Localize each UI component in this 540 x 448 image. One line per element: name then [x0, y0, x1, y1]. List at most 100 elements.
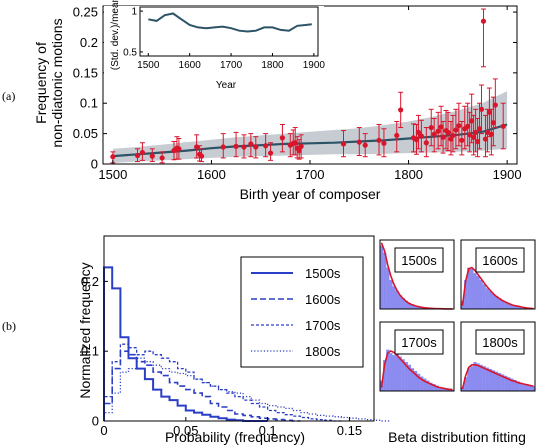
- point-marker: [248, 141, 254, 147]
- inset-x-tick-label: 1500: [137, 60, 160, 71]
- point-marker: [159, 155, 165, 161]
- data-point: [149, 148, 155, 163]
- beta-bar: [510, 304, 514, 309]
- data-point: [362, 133, 368, 158]
- histogram-y-tick-label: 0: [92, 414, 99, 429]
- beta-label-1700s: 1700s: [401, 335, 437, 350]
- beta-bar: [401, 359, 405, 391]
- beta-bar: [467, 368, 471, 391]
- data-point: [159, 151, 165, 164]
- histogram-y-tick-label: 0.2: [81, 274, 99, 289]
- point-marker: [440, 134, 446, 140]
- data-point: [340, 130, 347, 158]
- beta-bar: [380, 245, 384, 309]
- histogram-y-label: Normalized frequency: [77, 262, 93, 398]
- beta-bar: [417, 373, 421, 391]
- point-marker: [296, 148, 302, 154]
- histogram-x-tick-label: 0: [100, 423, 107, 438]
- point-marker: [194, 144, 200, 150]
- point-marker: [453, 127, 459, 133]
- beta-bar: [516, 381, 520, 391]
- beta-bar: [395, 290, 399, 309]
- inset-y-ticks: 0.51: [123, 7, 143, 58]
- inset-x-tick-label: 1900: [303, 60, 326, 71]
- beta-bar: [519, 306, 523, 309]
- data-point: [253, 136, 259, 159]
- data-point: [450, 114, 456, 153]
- beta-bar: [485, 367, 489, 391]
- beta-bar: [389, 353, 393, 391]
- x-tick-label: 1700: [296, 167, 325, 182]
- beta-panel-frame: [379, 239, 455, 310]
- y-tick-label: 0.25: [73, 5, 98, 20]
- data-point: [198, 148, 205, 163]
- beta-label-1800s: 1800s: [482, 335, 518, 350]
- histogram-1700s: [103, 343, 342, 422]
- point-marker: [279, 135, 285, 141]
- point-marker: [267, 150, 274, 156]
- point-marker: [263, 143, 269, 149]
- beta-label-box: [394, 247, 444, 273]
- x-tick-label: 1800: [394, 167, 423, 182]
- point-marker: [450, 132, 456, 139]
- beta-bar: [470, 366, 474, 391]
- histogram-y-tick-label: 0.1: [81, 344, 99, 359]
- data-point: [279, 124, 285, 153]
- data-point: [287, 133, 293, 158]
- data-point: [394, 120, 400, 153]
- beta-bar: [482, 284, 486, 309]
- beta-bar: [470, 268, 474, 309]
- point-marker: [233, 143, 239, 149]
- data-point: [438, 105, 444, 147]
- data-point: [220, 133, 226, 159]
- beta-bar: [479, 364, 483, 391]
- beta-bar: [482, 366, 486, 391]
- point-marker: [376, 137, 382, 143]
- point-marker: [423, 140, 429, 146]
- legend-box: [240, 256, 364, 368]
- point-marker: [149, 153, 155, 159]
- data-point: [486, 87, 492, 138]
- data-point: [413, 124, 420, 155]
- point-marker: [456, 123, 462, 129]
- point-marker: [134, 152, 141, 159]
- data-point: [134, 148, 141, 163]
- y-tick-label: 0.15: [73, 65, 98, 80]
- data-points: [110, 8, 506, 164]
- point-marker: [381, 140, 387, 146]
- beta-bar: [501, 374, 505, 391]
- point-marker: [220, 144, 226, 150]
- point-marker: [431, 131, 437, 137]
- beta-bar: [519, 382, 523, 391]
- beta-label-box: [475, 329, 525, 355]
- histogram-x-tick-label: 0.1: [259, 423, 277, 438]
- data-point: [467, 111, 473, 153]
- beta-bar: [441, 387, 445, 391]
- beta-bar: [504, 375, 508, 391]
- data-point: [298, 134, 304, 159]
- y-tick-label: 0.1: [80, 96, 98, 111]
- point-marker: [490, 120, 496, 126]
- beta-bar: [450, 389, 455, 391]
- inset-frame: [139, 6, 319, 57]
- confidence-band-area: [112, 91, 508, 163]
- y-axis-label-line2: non-diatonic motions: [49, 18, 65, 147]
- inset-x-tick-label: 1700: [220, 60, 243, 71]
- inset-series-line: [148, 12, 312, 33]
- beta-bar: [491, 293, 496, 309]
- beta-bar: [494, 371, 499, 391]
- beta-bar: [522, 384, 526, 391]
- panel-label-b: (b): [2, 319, 16, 333]
- point-marker: [486, 109, 492, 115]
- beta-bar: [383, 359, 387, 391]
- data-point: [484, 108, 491, 153]
- beta-bar: [432, 384, 436, 391]
- data-point: [469, 93, 475, 144]
- data-point: [356, 127, 362, 156]
- point-marker: [484, 129, 491, 135]
- data-point: [241, 134, 247, 159]
- point-marker: [482, 136, 489, 142]
- inset-y-tick-label: 0.5: [123, 47, 137, 58]
- beta-bar: [426, 380, 430, 391]
- legend-label-1700s: 1700s: [305, 318, 341, 333]
